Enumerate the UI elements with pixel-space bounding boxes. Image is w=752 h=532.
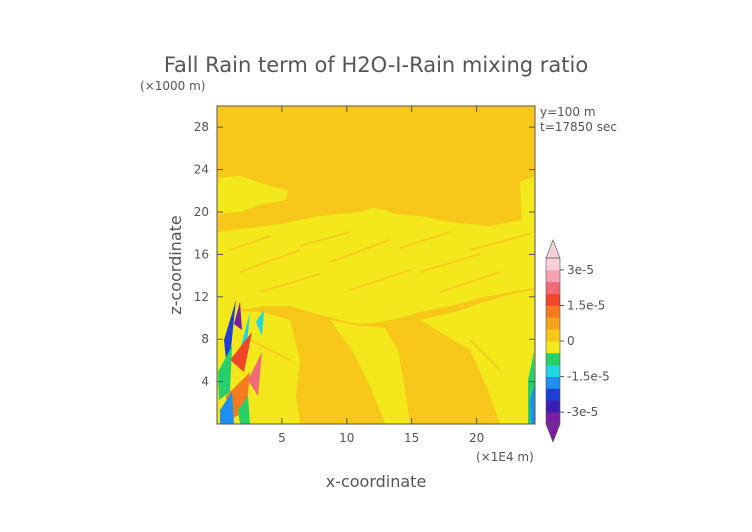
annotation-y: y=100 m: [540, 105, 596, 119]
colorbar-segment-0: [546, 412, 560, 425]
x-axis-label: x-coordinate: [326, 472, 427, 491]
streak-11: [249, 339, 291, 361]
streak-9: [349, 268, 411, 292]
colorbar-label-1: 1.5e-5: [567, 298, 605, 312]
y-axis-label: z-coordinate: [166, 215, 185, 315]
colorbar-segment-8: [546, 317, 560, 330]
colorbar-segment-11: [546, 281, 560, 294]
feature-cyan-2: [256, 310, 264, 336]
x-tick-label-3: 20: [469, 431, 484, 445]
feature-right-blue: [530, 384, 535, 424]
colorbar-label-0: 3e-5: [567, 263, 594, 277]
y-unit-label: (×1000 m): [140, 79, 205, 93]
streak-10: [439, 270, 501, 294]
y-axis: 4 8 12 16 20 24 28: [194, 120, 535, 389]
streak-2: [239, 248, 301, 274]
streak-5: [399, 230, 451, 250]
x-tick-label-1: 10: [339, 431, 354, 445]
y-tick-label-0: 4: [201, 375, 209, 389]
colorbar-segment-4: [546, 364, 560, 377]
feature-blue-2: [220, 392, 234, 424]
colorbar-segment-12: [546, 269, 560, 283]
feature-green-1: [218, 346, 232, 400]
x-tick-label-2: 15: [404, 431, 419, 445]
heatmap-streaks: [229, 230, 531, 371]
heatmap-band-upper-left: [217, 176, 288, 214]
heatmap-right-edge-features: [528, 352, 535, 424]
colorbar-label-2: 0: [567, 334, 575, 348]
streak-12: [469, 339, 501, 371]
colorbar-segment-3: [546, 376, 560, 389]
y-tick-label-1: 8: [201, 332, 209, 346]
heatmap-band-lower-right: [420, 290, 535, 424]
colorbar-segment-7: [546, 329, 560, 342]
streak-7: [469, 232, 531, 252]
colorbar-segment-5: [546, 352, 560, 366]
heatmap-band-lower-center: [330, 320, 410, 424]
colorbar-segment-6: [546, 341, 560, 354]
colorbar-label-4: -3e-5: [567, 405, 598, 419]
colorbar-bottom-arrow: [545, 423, 561, 443]
y-tick-label-6: 28: [194, 120, 209, 134]
plot-area: [217, 106, 535, 424]
x-axis: 5 10 15 20: [278, 106, 484, 445]
colorbar-segment-9: [546, 305, 560, 318]
annotations: y=100 m t=17850 sec: [540, 105, 617, 134]
annotation-t: t=17850 sec: [540, 120, 617, 134]
colorbar-segment-13: [546, 258, 560, 271]
streak-3: [299, 230, 351, 248]
streak-1: [229, 234, 271, 252]
heatmap-left-edge-features: [218, 300, 264, 424]
heatmap-band-main: [217, 208, 535, 324]
colorbar-segment-10: [546, 293, 560, 306]
feature-purple-1: [234, 302, 242, 330]
streak-4: [329, 238, 391, 264]
heatmap-band-right-edge: [520, 176, 535, 230]
colorbar-label-3: -1.5e-5: [567, 370, 610, 384]
x-unit-label: (×1E4 m): [476, 450, 534, 464]
feature-pink-1: [248, 352, 262, 396]
y-tick-label-3: 16: [194, 247, 209, 261]
feature-green-2: [238, 396, 250, 424]
x-tick-label-0: 5: [278, 431, 286, 445]
y-tick-label-5: 24: [194, 163, 209, 177]
colorbar-top-arrow: [545, 239, 561, 259]
colorbar-segment-2: [546, 388, 560, 401]
feature-red-1: [230, 332, 252, 372]
plot-frame: [216, 105, 536, 425]
y-tick-label-4: 20: [194, 205, 209, 219]
chart-title: Fall Rain term of H2O-I-Rain mixing rati…: [164, 53, 588, 77]
streak-8: [259, 272, 321, 294]
streak-6: [419, 252, 481, 274]
colorbar: 3e-5 1.5e-5 0 -1.5e-5 -3e-5: [545, 239, 610, 443]
y-tick-label-2: 12: [194, 290, 209, 304]
colorbar-segment-1: [546, 400, 560, 413]
